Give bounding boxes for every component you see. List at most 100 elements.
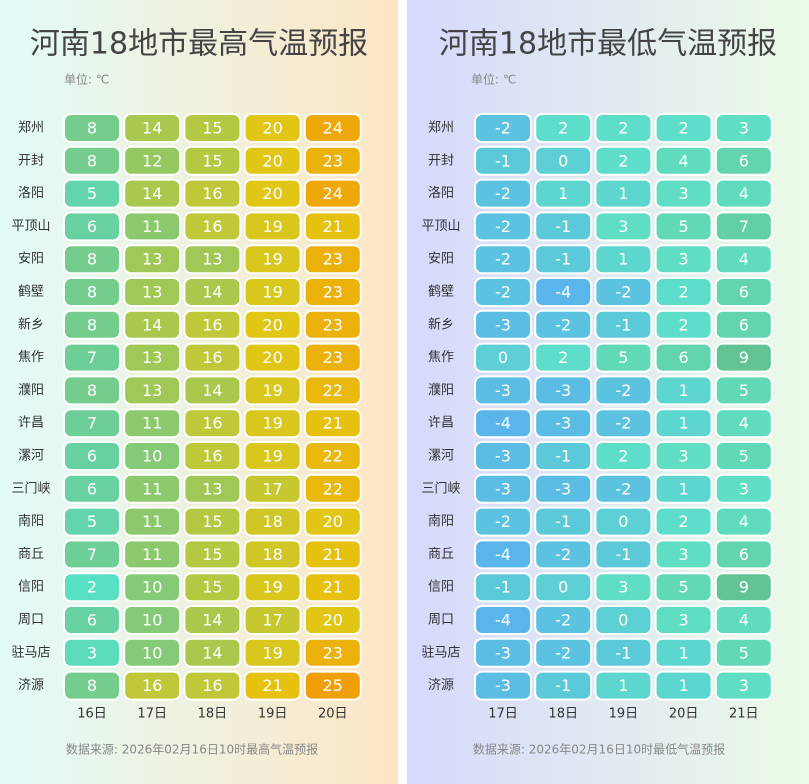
heat-cell bbox=[303, 637, 362, 668]
cell-value: 4 bbox=[739, 611, 749, 630]
cell-value: 24 bbox=[323, 184, 343, 203]
heat-cell bbox=[474, 441, 532, 471]
heat-cell bbox=[303, 605, 362, 635]
heat-cell bbox=[303, 539, 362, 570]
heat-cell bbox=[534, 473, 593, 504]
source-note: 数据来源: 2026年02月16日10时最低气温预报 bbox=[473, 742, 725, 757]
cell-value: 2 bbox=[679, 512, 689, 531]
cell-value: 19 bbox=[262, 414, 282, 433]
row-label: 南阳 bbox=[428, 513, 454, 529]
heat-cell bbox=[594, 211, 653, 242]
cell-value: -1 bbox=[615, 315, 631, 334]
cell-value: 7 bbox=[739, 217, 749, 236]
cell-value: 13 bbox=[142, 381, 162, 400]
heat-cell bbox=[123, 572, 182, 603]
heat-cell bbox=[714, 506, 773, 537]
cell-value: 1 bbox=[679, 381, 689, 400]
cell-value: 3 bbox=[679, 545, 689, 564]
row-label: 许昌 bbox=[428, 416, 454, 431]
cell-value: 13 bbox=[202, 250, 222, 269]
heat-cell bbox=[303, 178, 362, 209]
unit-label: 单位: ℃ bbox=[471, 72, 516, 87]
heat-cell bbox=[594, 605, 653, 635]
cell-value: 19 bbox=[262, 381, 282, 400]
cell-value: 5 bbox=[679, 578, 689, 597]
heat-cell bbox=[183, 113, 242, 143]
row-label: 漯河 bbox=[18, 449, 44, 464]
heat-cell bbox=[63, 277, 121, 307]
cell-value: -3 bbox=[495, 315, 511, 334]
cell-value: -2 bbox=[495, 283, 511, 302]
cell-value: 19 bbox=[262, 578, 282, 597]
heat-cell bbox=[714, 441, 773, 471]
heat-cell bbox=[594, 145, 653, 176]
heat-cell bbox=[303, 408, 362, 439]
heat-cell bbox=[63, 113, 121, 143]
cell-value: -2 bbox=[615, 283, 631, 302]
heat-cell bbox=[534, 506, 593, 537]
cell-value: 23 bbox=[323, 283, 343, 302]
cell-value: 9 bbox=[739, 348, 749, 367]
row-label: 濮阳 bbox=[428, 383, 454, 398]
cell-value: -1 bbox=[555, 447, 571, 466]
cell-value: 23 bbox=[323, 348, 343, 367]
heat-cell bbox=[183, 145, 242, 176]
row-label: 新乡 bbox=[428, 316, 454, 332]
heat-cell bbox=[594, 506, 653, 537]
cell-value: 8 bbox=[87, 283, 97, 302]
cell-value: -3 bbox=[495, 643, 511, 662]
heat-cell bbox=[63, 342, 121, 373]
heat-cell bbox=[714, 375, 773, 406]
heat-cell bbox=[474, 145, 532, 176]
heat-cell bbox=[474, 178, 532, 209]
cell-value: -2 bbox=[495, 119, 511, 138]
cell-value: 18 bbox=[262, 545, 282, 564]
heat-cell bbox=[183, 572, 242, 603]
row-label: 郑州 bbox=[18, 121, 44, 136]
row-label: 漯河 bbox=[428, 449, 454, 464]
heat-cell bbox=[534, 572, 593, 603]
heat-cell bbox=[654, 211, 713, 242]
heat-cell bbox=[123, 342, 182, 373]
cell-value: 3 bbox=[679, 184, 689, 203]
heat-cell bbox=[714, 637, 773, 668]
heat-cell bbox=[123, 637, 182, 668]
column-label: 17日 bbox=[488, 707, 518, 722]
cell-value: 6 bbox=[87, 611, 97, 630]
heat-cell bbox=[534, 211, 593, 242]
cell-value: -2 bbox=[495, 184, 511, 203]
heat-cell bbox=[594, 277, 653, 307]
heat-cell bbox=[243, 145, 302, 176]
cell-value: 22 bbox=[323, 381, 343, 400]
cell-value: 3 bbox=[739, 676, 749, 695]
cell-value: 6 bbox=[739, 545, 749, 564]
heat-cell bbox=[654, 572, 713, 603]
cell-value: 3 bbox=[739, 119, 749, 138]
heat-cell bbox=[714, 277, 773, 307]
cell-value: 6 bbox=[87, 217, 97, 236]
cell-value: 11 bbox=[142, 217, 162, 236]
cell-value: 6 bbox=[739, 151, 749, 170]
cell-value: -3 bbox=[495, 676, 511, 695]
cell-value: 8 bbox=[87, 381, 97, 400]
heat-cell bbox=[714, 145, 773, 176]
cell-value: 5 bbox=[739, 643, 749, 662]
cell-value: 1 bbox=[618, 676, 628, 695]
cell-value: -4 bbox=[495, 414, 511, 433]
heat-cell bbox=[123, 211, 182, 242]
cell-value: -2 bbox=[615, 381, 631, 400]
cell-value: 16 bbox=[202, 217, 222, 236]
row-label: 商丘 bbox=[428, 547, 454, 562]
cell-value: 5 bbox=[87, 184, 97, 203]
heat-cell bbox=[303, 113, 362, 143]
column-label: 17日 bbox=[137, 707, 167, 722]
heat-cell bbox=[123, 441, 182, 471]
heat-cell bbox=[123, 178, 182, 209]
cell-value: 15 bbox=[202, 545, 222, 564]
cell-value: 14 bbox=[202, 283, 222, 302]
heat-cell bbox=[654, 113, 713, 143]
cell-value: 0 bbox=[618, 611, 628, 630]
cell-value: -2 bbox=[495, 250, 511, 269]
heat-cell bbox=[63, 605, 121, 635]
row-label: 洛阳 bbox=[428, 186, 454, 201]
